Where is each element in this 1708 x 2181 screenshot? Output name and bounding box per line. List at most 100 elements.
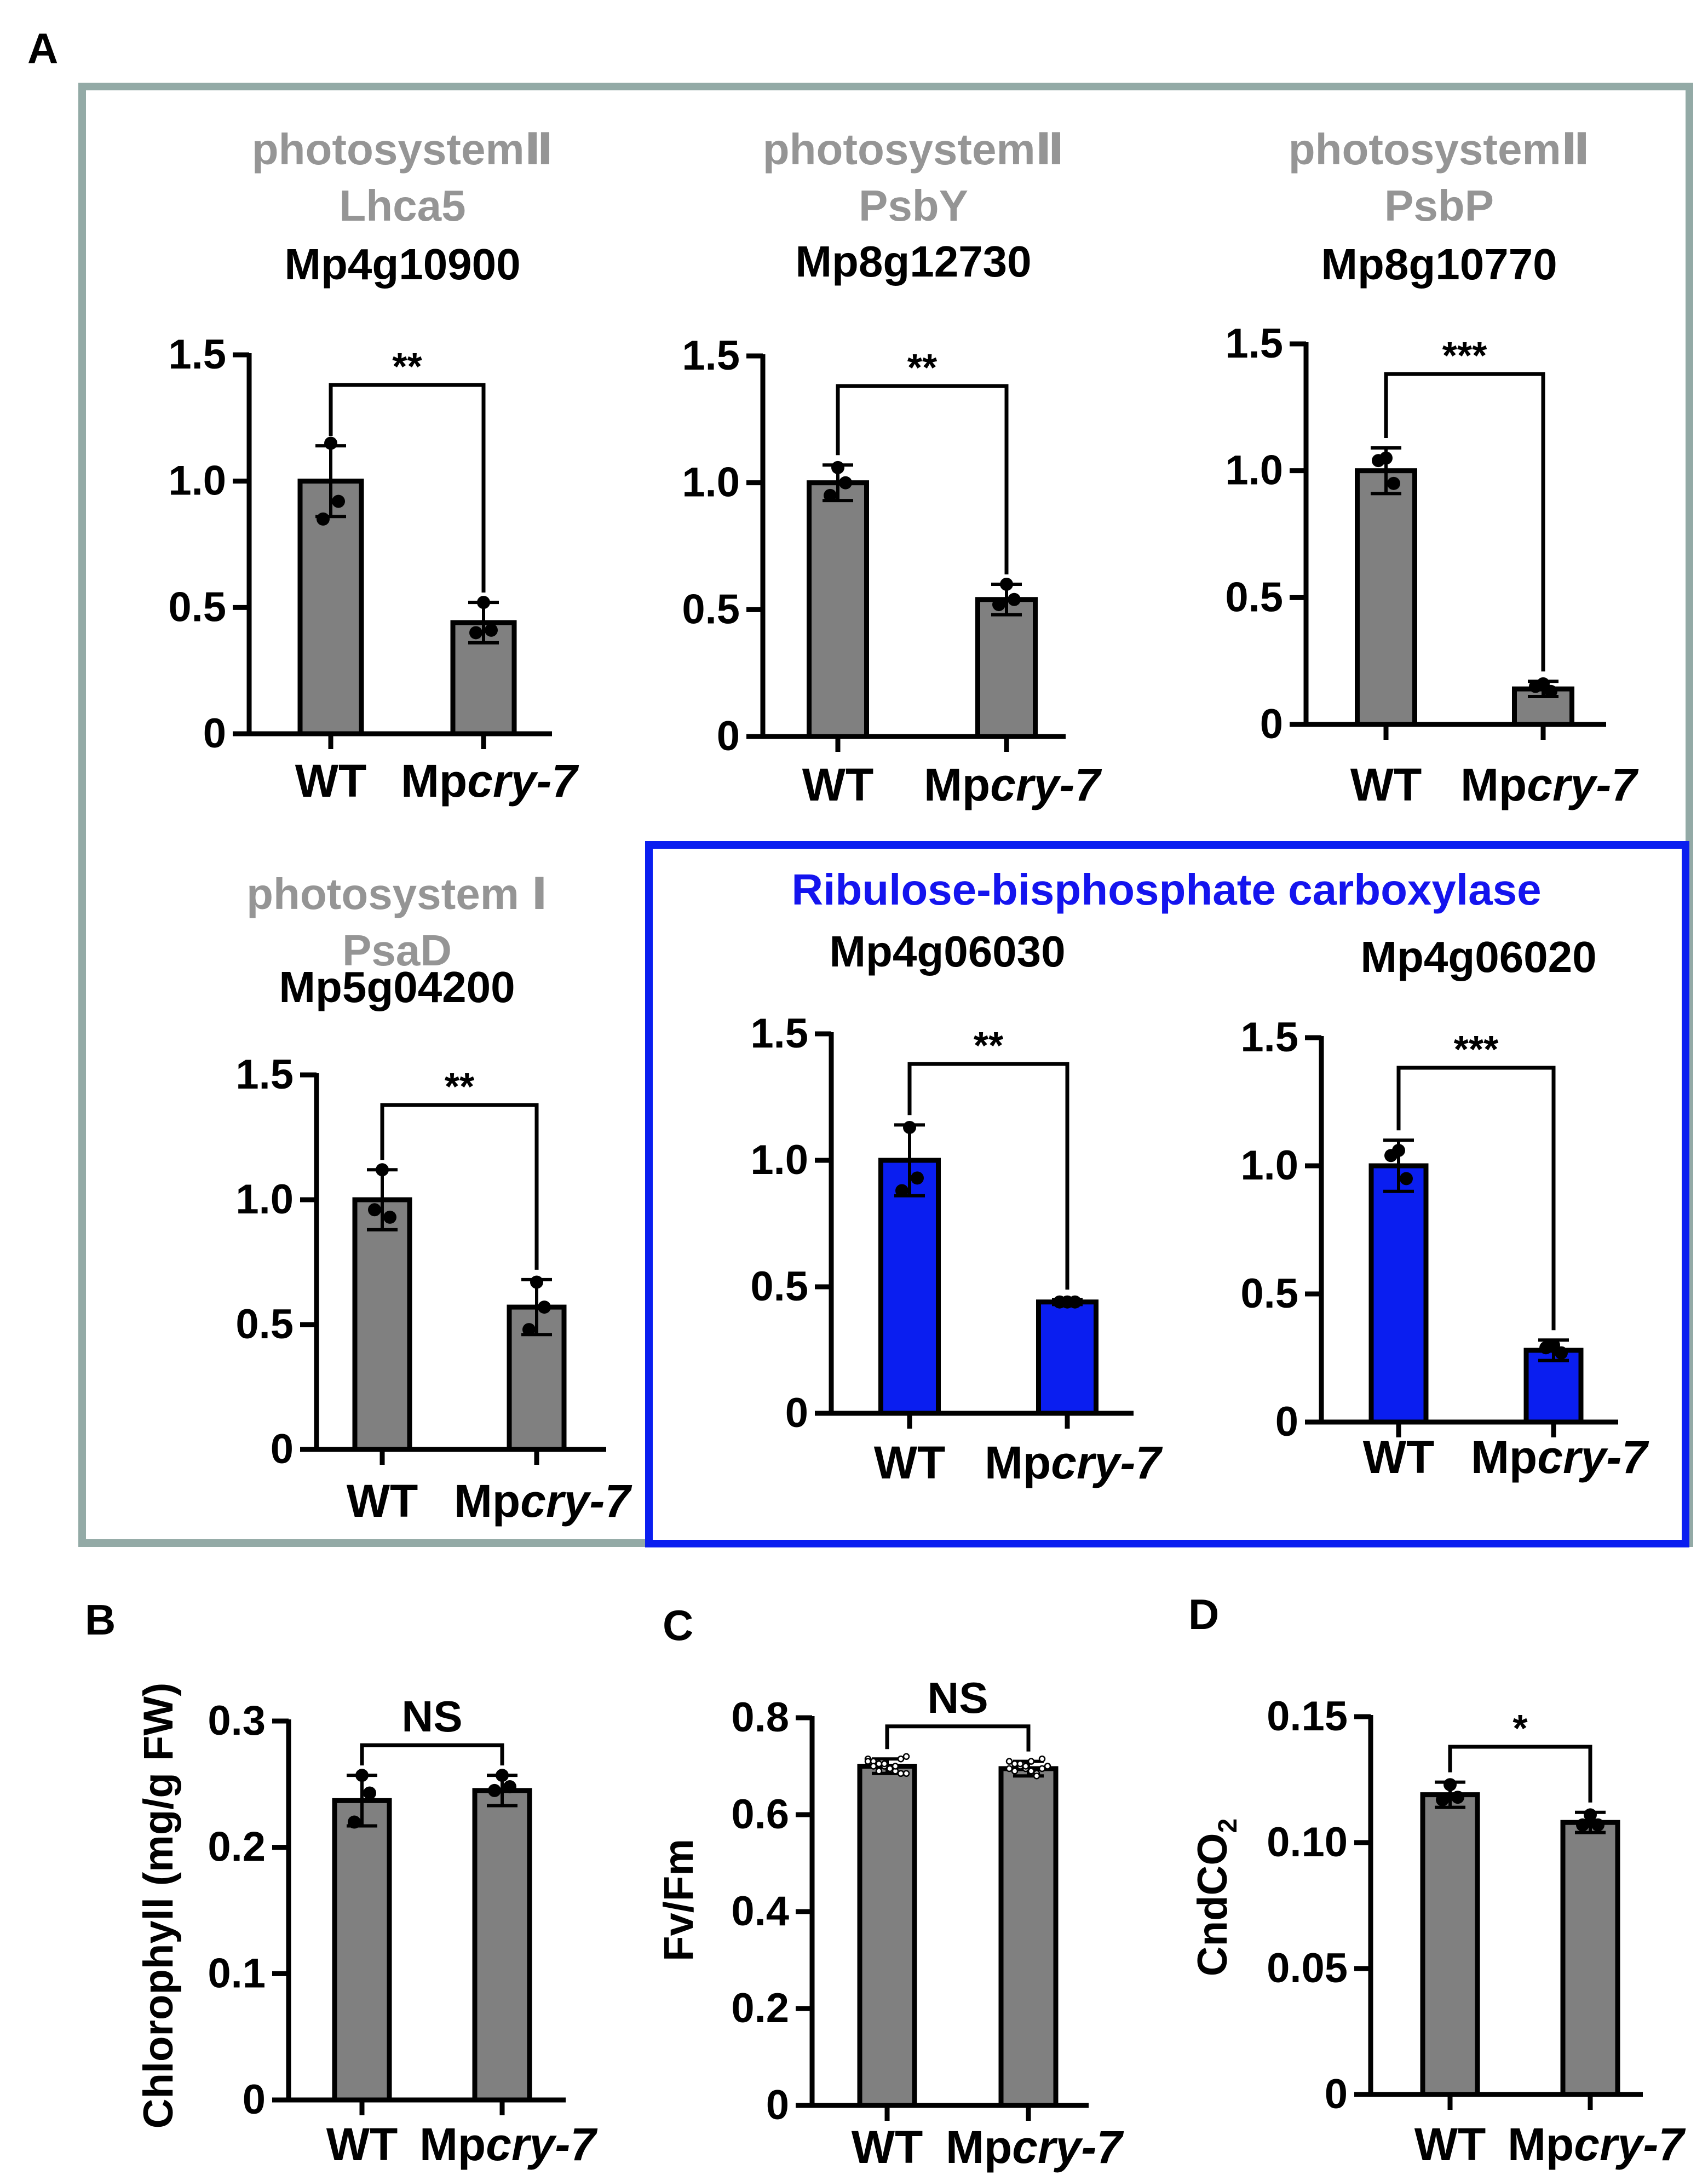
significance-label: NS (401, 1692, 462, 1741)
y-axis-label: Fv/Fm (655, 1839, 702, 1961)
data-point (1384, 1149, 1398, 1163)
data-point (864, 1758, 872, 1765)
chart-psbp: 0 0.5 1.0 1.5 WT Mpcry-7 *** photosystemⅡ PsbP Mp… (1225, 125, 1638, 810)
data-point (903, 1120, 916, 1134)
y-axis-label: Chlorophyll (mg/g FW) (135, 1683, 182, 2129)
significance-label: ** (392, 345, 422, 388)
data-point (1038, 1755, 1046, 1763)
gene-id: Mp4g06030 (829, 927, 1065, 976)
significance-label: *** (1454, 1028, 1499, 1071)
y-tick-label: 0 (1325, 2071, 1348, 2117)
bar-wt (807, 480, 869, 739)
y-axis-label: CndCO2 (1189, 1819, 1243, 1976)
panel-b-label: B (85, 1596, 116, 1644)
y-tick-label: 0.4 (731, 1888, 789, 1935)
data-point (324, 436, 337, 450)
data-point (875, 1768, 883, 1775)
y-tick-label: 1.5 (1225, 320, 1283, 367)
y-tick-label: 0 (1275, 1399, 1298, 1445)
x-label-mpcry7: Mpcry-7 (1508, 2119, 1686, 2170)
y-tick-label: 0 (203, 710, 226, 757)
bar-mpcry7 (472, 1788, 532, 2103)
data-point (488, 1783, 501, 1797)
data-point (992, 598, 1005, 612)
x-label-mpcry7: Mpcry-7 (1471, 1431, 1649, 1483)
y-tick-label: 1.0 (168, 458, 226, 504)
data-point (1544, 684, 1557, 698)
data-point (530, 1275, 543, 1289)
data-point (1022, 1763, 1030, 1770)
data-point (895, 1184, 908, 1198)
chart-lhca5: 0 0.5 1.0 1.5 WT Mpcry-7 ** photosystemⅡ Lhca5 Mp… (168, 125, 579, 807)
x-label-wt: WT (802, 759, 874, 810)
title-line-2: PsbP (1384, 181, 1494, 230)
x-label-wt: WT (852, 2121, 923, 2173)
data-point (1576, 1818, 1589, 1832)
y-tick-label: 0.5 (1225, 574, 1283, 620)
significance-bracket (1384, 372, 1545, 672)
data-point (1591, 1818, 1605, 1832)
chart-psby: 0 0.5 1.0 1.5 WT Mpcry-7 ** photosystemⅡ PsbY Mp8… (682, 125, 1102, 810)
bar-mpcry7 (1036, 1299, 1099, 1416)
data-point (1387, 476, 1400, 490)
data-point (839, 476, 852, 490)
y-tick-label: 0 (717, 713, 740, 759)
y-tick-label: 1.5 (235, 1051, 294, 1098)
y-tick-label: 0.3 (208, 1697, 266, 1744)
data-point (1027, 1768, 1035, 1775)
y-tick-label: 1.0 (682, 459, 740, 506)
data-point (1539, 1341, 1552, 1355)
gene-id: Mp4g06020 (1360, 933, 1596, 981)
data-point (897, 1770, 905, 1777)
data-point (496, 1769, 509, 1782)
data-point (1372, 454, 1385, 468)
chart-psad: 0 0.5 1.0 1.5 WT Mpcry-7 ** photosystem Ⅰ PsaDMp… (235, 870, 632, 1527)
data-point (824, 488, 837, 502)
x-label-mpcry7: Mpcry-7 (946, 2121, 1124, 2173)
y-tick-label: 0 (785, 1390, 808, 1436)
data-point (897, 1755, 905, 1763)
data-point (1011, 1768, 1019, 1775)
y-tick-label: 0 (271, 1426, 294, 1472)
y-tick-label: 0.5 (1240, 1270, 1298, 1317)
data-point (902, 1753, 910, 1760)
significance-bracket (907, 1062, 1069, 1290)
y-tick-label: 0 (766, 2082, 789, 2128)
title-line-1: photosystemⅡ (763, 125, 1065, 174)
data-point (317, 512, 330, 526)
data-point (881, 1760, 888, 1768)
y-tick-label: 0.5 (750, 1263, 808, 1310)
x-label-mpcry7: Mpcry-7 (985, 1437, 1163, 1488)
significance-bracket (360, 1743, 504, 1766)
data-point (469, 626, 482, 640)
significance-label: ** (445, 1065, 475, 1108)
y-tick-label: 0.2 (731, 1985, 789, 2032)
gene-id: Mp8g12730 (795, 237, 1031, 286)
data-point (911, 1171, 924, 1185)
chart-fvfm: 0 0.2 0.4 0.6 0.8 WT Mpcry-7 NS Fv/Fm (655, 1673, 1124, 2173)
chart-chlorophyll: 0 0.1 0.2 0.3 WT Mpcry-7 NS Chlorophyll (mg/g F… (135, 1683, 597, 2170)
y-tick-label: 0.5 (682, 586, 740, 632)
data-point (1451, 1791, 1464, 1804)
data-point (538, 1300, 551, 1314)
x-label-mpcry7: Mpcry-7 (924, 759, 1102, 810)
gene-id: Mp8g10770 (1321, 240, 1557, 289)
y-tick-label: 1.5 (168, 331, 226, 378)
title-line-2: PsbY (859, 181, 968, 230)
data-point (376, 1163, 389, 1177)
data-point (522, 1323, 536, 1337)
title-line-1: photosystem Ⅰ (246, 870, 548, 918)
data-point (870, 1763, 877, 1770)
chart-cndco2: 0 0.05 0.10 0.15 WT Mpcry-7 * CndCO2 (1189, 1693, 1686, 2170)
data-point (886, 1765, 894, 1773)
y-tick-label: 0.5 (235, 1301, 294, 1348)
bar-mpcry7 (975, 597, 1038, 739)
significance-bracket (836, 384, 1009, 574)
data-point (383, 1210, 396, 1224)
rubisco-blue-frame (645, 841, 1689, 1547)
y-tick-label: 0.8 (731, 1694, 789, 1741)
panel-d-label: D (1188, 1590, 1219, 1638)
x-label-wt: WT (1350, 759, 1422, 810)
bar-wt (1368, 1163, 1429, 1425)
